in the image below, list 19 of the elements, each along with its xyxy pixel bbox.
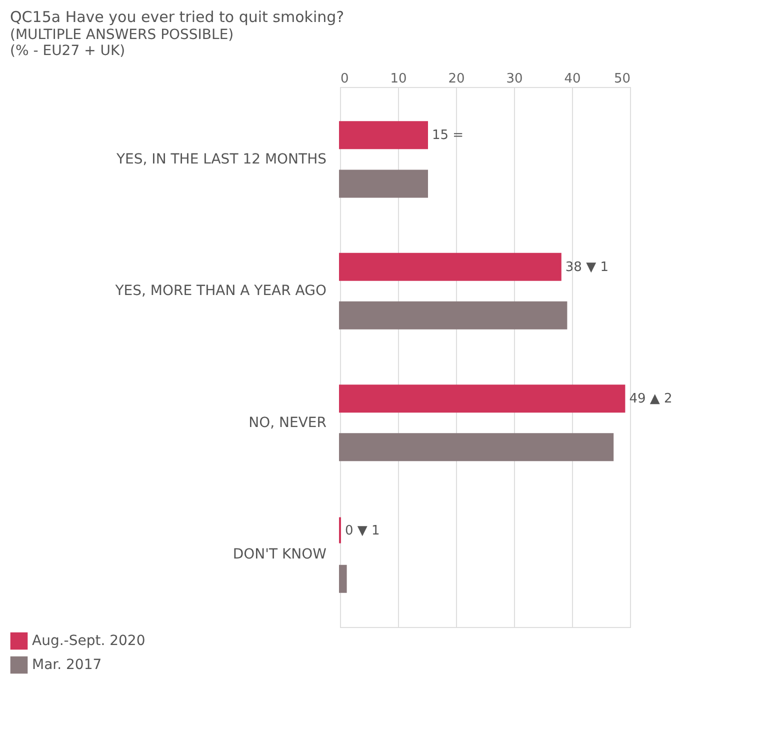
text: QC15a Have you ever tried to quit smoking? bbox=[10, 8, 344, 26]
y-tick-label: NO, NEVER bbox=[248, 414, 327, 431]
text: (MULTIPLE ANSWERS POSSIBLE) bbox=[10, 27, 234, 43]
legend-label: Aug.-Sept. 2020 bbox=[32, 633, 146, 649]
data-label: 38 ▼ 1 bbox=[565, 260, 608, 275]
legend-label: Mar. 2017 bbox=[32, 657, 102, 673]
x-tick-label: 10 bbox=[390, 72, 407, 86]
x-tick-label: 50 bbox=[614, 72, 630, 86]
data-label: 49 ▲ 2 bbox=[629, 392, 672, 407]
y-tick-label: DON'T KNOW bbox=[232, 546, 327, 563]
x-tick-label: 20 bbox=[448, 72, 465, 86]
data-label: 0 ▼ 1 bbox=[345, 523, 380, 538]
y-tick-label: YES, IN THE LAST 12 MONTHS bbox=[116, 151, 327, 168]
x-tick-label: 40 bbox=[564, 72, 581, 86]
x-tick-label: 0 bbox=[340, 72, 349, 86]
y-tick-label: YES, MORE THAN A YEAR AGO bbox=[114, 283, 326, 300]
data-label: 15 = bbox=[432, 128, 464, 144]
text: (% - EU27 + UK) bbox=[10, 43, 126, 59]
x-tick-label: 30 bbox=[506, 72, 523, 86]
